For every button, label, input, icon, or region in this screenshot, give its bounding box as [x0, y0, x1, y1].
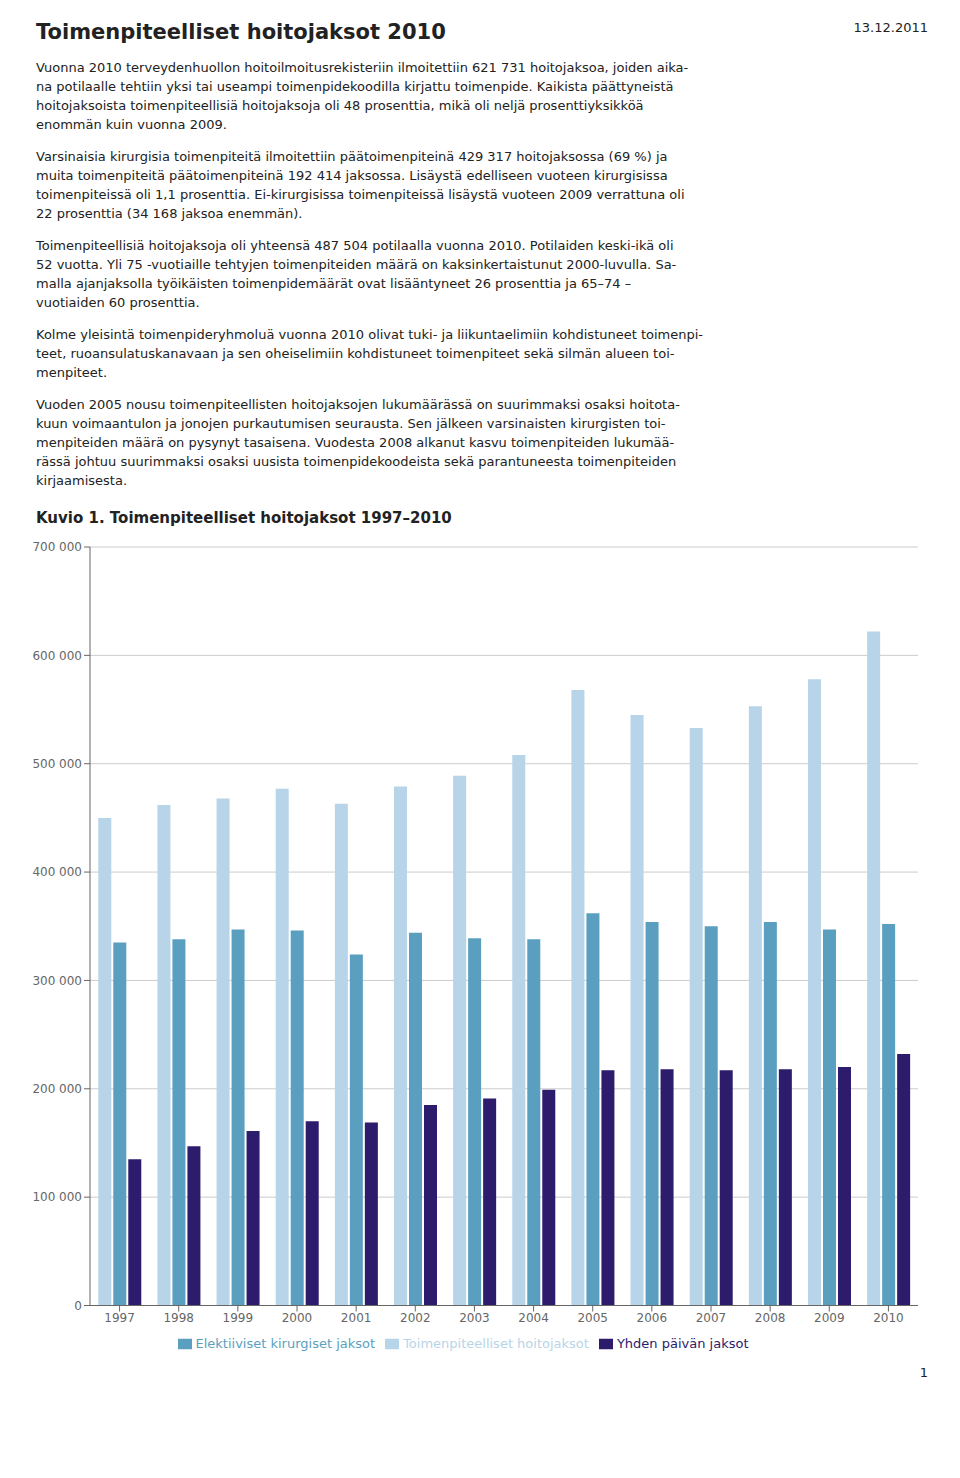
- svg-text:2002: 2002: [400, 1311, 431, 1325]
- svg-text:700 000: 700 000: [32, 540, 82, 554]
- html-text:52 vuotta. Yli 75 -vuotiaille: 52 vuotta. Yli 75 -vuotiaille tehtyjen t…: [36, 257, 677, 272]
- html-text:Elektiiviset kirurgiset jaksot: Elektiiviset kirurgiset jaksot: [195, 1335, 376, 1351]
- svg-text:1997: 1997: [104, 1311, 135, 1325]
- svg-text:2000: 2000: [282, 1311, 313, 1325]
- html-text:Kolme yleisintä toimenpideryhm: Kolme yleisintä toimenpideryhmoluä vuonn…: [36, 327, 704, 342]
- html-text:menpiteet.: menpiteet.: [36, 365, 108, 380]
- svg-text:2003: 2003: [459, 1311, 490, 1325]
- svg-text:1999: 1999: [223, 1311, 254, 1325]
- html-text:vuotiaiden 60 prosenttia.: vuotiaiden 60 prosenttia.: [36, 295, 200, 310]
- svg-text:2004: 2004: [518, 1311, 549, 1325]
- svg-text:500 000: 500 000: [32, 757, 82, 771]
- svg-text:200 000: 200 000: [32, 1082, 82, 1096]
- html-text:malla ajanjaksolla työikäisten: malla ajanjaksolla työikäisten toimenpid…: [36, 276, 632, 291]
- svg-text:2007: 2007: [696, 1311, 727, 1325]
- svg-text:2005: 2005: [577, 1311, 608, 1325]
- html-text:enommän kuin vuonna 2009.: enommän kuin vuonna 2009.: [36, 117, 227, 132]
- html-text:Kuvio 1. Toimenpiteelliset hoi: Kuvio 1. Toimenpiteelliset hoitojaksot 1…: [36, 509, 452, 527]
- html-text:Varsinaisia kirurgisia toimenp: Varsinaisia kirurgisia toimenpiteitä ilm…: [36, 149, 668, 164]
- html-text:kuun voimaantulon ja jonojen p: kuun voimaantulon ja jonojen purkautumis…: [36, 416, 666, 431]
- html-text:Toimenpiteelliset hoitojaksot: Toimenpiteelliset hoitojaksot: [403, 1335, 589, 1351]
- html-text:rässä johtuu suurimmaksi osaks: rässä johtuu suurimmaksi osaksi uusista …: [36, 454, 677, 469]
- html-text:Toimenpiteelliset hoitojaksot: Toimenpiteelliset hoitojaksot 2010: [36, 20, 446, 44]
- html-text:Vuoden 2005 nousu toimenpiteel: Vuoden 2005 nousu toimenpiteellisten hoi…: [36, 397, 680, 412]
- html-text:kirjaamisesta.: kirjaamisesta.: [36, 473, 127, 488]
- svg-text:2009: 2009: [814, 1311, 845, 1325]
- svg-text:2010: 2010: [873, 1311, 904, 1325]
- svg-text:300 000: 300 000: [32, 974, 82, 988]
- html-text:toimenpiteissä oli 1,1 prosent: toimenpiteissä oli 1,1 prosenttia. Ei-ki…: [36, 187, 685, 202]
- html-text:muita toimenpiteitä päätoimenp: muita toimenpiteitä päätoimenpiteinä 192…: [36, 168, 668, 183]
- svg-text:600 000: 600 000: [32, 649, 82, 663]
- html-text:Vuonna 2010 terveydenhuollon h: Vuonna 2010 terveydenhuollon hoitoilmoit…: [36, 60, 689, 75]
- html-text:1: 1: [919, 1365, 928, 1380]
- svg-text:100 000: 100 000: [32, 1190, 82, 1204]
- svg-text:1998: 1998: [163, 1311, 194, 1325]
- html-text:teet, ruoansulatuskanavaan ja: teet, ruoansulatuskanavaan ja sen oheise…: [36, 346, 675, 361]
- svg-text:400 000: 400 000: [32, 865, 82, 879]
- html-text:13.12.2011: 13.12.2011: [853, 20, 928, 35]
- html-text:22 prosenttia (34 168 jaksoa e: 22 prosenttia (34 168 jaksoa enemmän).: [36, 206, 303, 221]
- html-text:Toimenpiteellisiä hoitojaksoja: Toimenpiteellisiä hoitojaksoja oli yhtee…: [36, 238, 674, 253]
- html-text:na potilaalle tehtiin yksi tai: na potilaalle tehtiin yksi tai useampi t…: [36, 79, 674, 94]
- html-text:hoitojaksoista toimenpiteellis: hoitojaksoista toimenpiteellisiä hoitoja…: [36, 98, 644, 113]
- svg-text:0: 0: [74, 1299, 82, 1313]
- svg-text:2008: 2008: [755, 1311, 786, 1325]
- html-text:menpiteiden määrä on pysynyt t: menpiteiden määrä on pysynyt tasaisena. …: [36, 435, 675, 450]
- svg-text:2006: 2006: [637, 1311, 668, 1325]
- html-text:Yhden päivän jaksot: Yhden päivän jaksot: [616, 1335, 749, 1351]
- svg-text:2001: 2001: [341, 1311, 372, 1325]
